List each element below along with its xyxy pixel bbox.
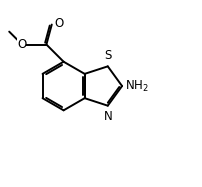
Text: NH$_2$: NH$_2$: [125, 79, 149, 94]
Text: N: N: [103, 110, 112, 123]
Text: O: O: [54, 17, 63, 30]
Text: S: S: [104, 49, 112, 62]
Text: O: O: [17, 38, 26, 51]
